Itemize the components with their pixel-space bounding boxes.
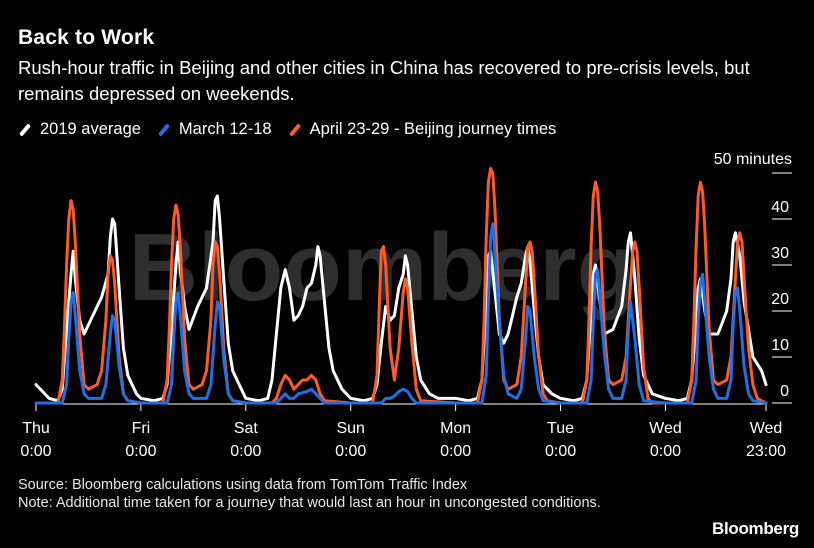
x-tick-day-label: Tue: [547, 420, 574, 437]
x-tick-time-label: 0:00: [335, 443, 366, 460]
y-tick-label: 20: [771, 291, 789, 308]
x-tick-time-label: 0:00: [230, 443, 261, 460]
x-tick-time-label: 0:00: [440, 443, 471, 460]
chart-footer: Source: Bloomberg calculations using dat…: [18, 476, 601, 512]
y-tick-label: 0: [780, 383, 789, 400]
y-tick-label: 10: [771, 337, 789, 354]
x-tick-time-label: 0:00: [20, 443, 51, 460]
legend-item-2019: 2019 average: [18, 120, 141, 139]
legend-item-march: March 12-18: [157, 120, 272, 139]
x-axis: Thu 0:00 Fri 0:00 Sat 0:00 Sun 0:00 Mon 0:00 Tue 0:…: [20, 403, 786, 460]
legend-label-2019: 2019 average: [40, 120, 141, 138]
x-tick-day-label: Wed: [750, 420, 783, 437]
x-tick-day-label: Sat: [234, 420, 259, 437]
y-axis: 0 10 20 30 40 50 minutes: [714, 151, 792, 404]
x-tick-time-label: 0:00: [545, 443, 576, 460]
definition-note: Note: Additional time taken for a journe…: [18, 495, 601, 511]
x-tick-time-label: 23:00: [746, 443, 786, 460]
x-tick-day-label: Thu: [22, 420, 50, 437]
source-note: Source: Bloomberg calculations using dat…: [18, 477, 468, 493]
bloomberg-logo: Bloomberg: [711, 519, 799, 538]
chart-legend: 2019 average March 12-18 April 23-29 - B…: [18, 120, 556, 139]
y-tick-label: 30: [771, 245, 789, 262]
series-line-march-12-18: [34, 222, 768, 405]
series-lines: [34, 166, 768, 405]
y-axis-unit-label: 50 minutes: [714, 151, 792, 168]
x-tick-day-label: Mon: [440, 420, 471, 437]
legend-item-april: April 23-29 - Beijing journey times: [288, 120, 557, 139]
x-tick-time-label: 0:00: [125, 443, 156, 460]
x-tick-day-label: Wed: [649, 420, 682, 437]
chart-subtitle: Rush-hour traffic in Beijing and other c…: [18, 57, 750, 104]
legend-label-march: March 12-18: [178, 120, 272, 138]
x-tick-day-label: Sun: [336, 420, 364, 437]
legend-label-april: April 23-29 - Beijing journey times: [309, 120, 557, 138]
x-tick-day-label: Fri: [132, 420, 151, 437]
x-tick-time-label: 0:00: [650, 443, 681, 460]
chart-title: Back to Work: [18, 26, 155, 49]
y-tick-label: 40: [771, 199, 789, 216]
